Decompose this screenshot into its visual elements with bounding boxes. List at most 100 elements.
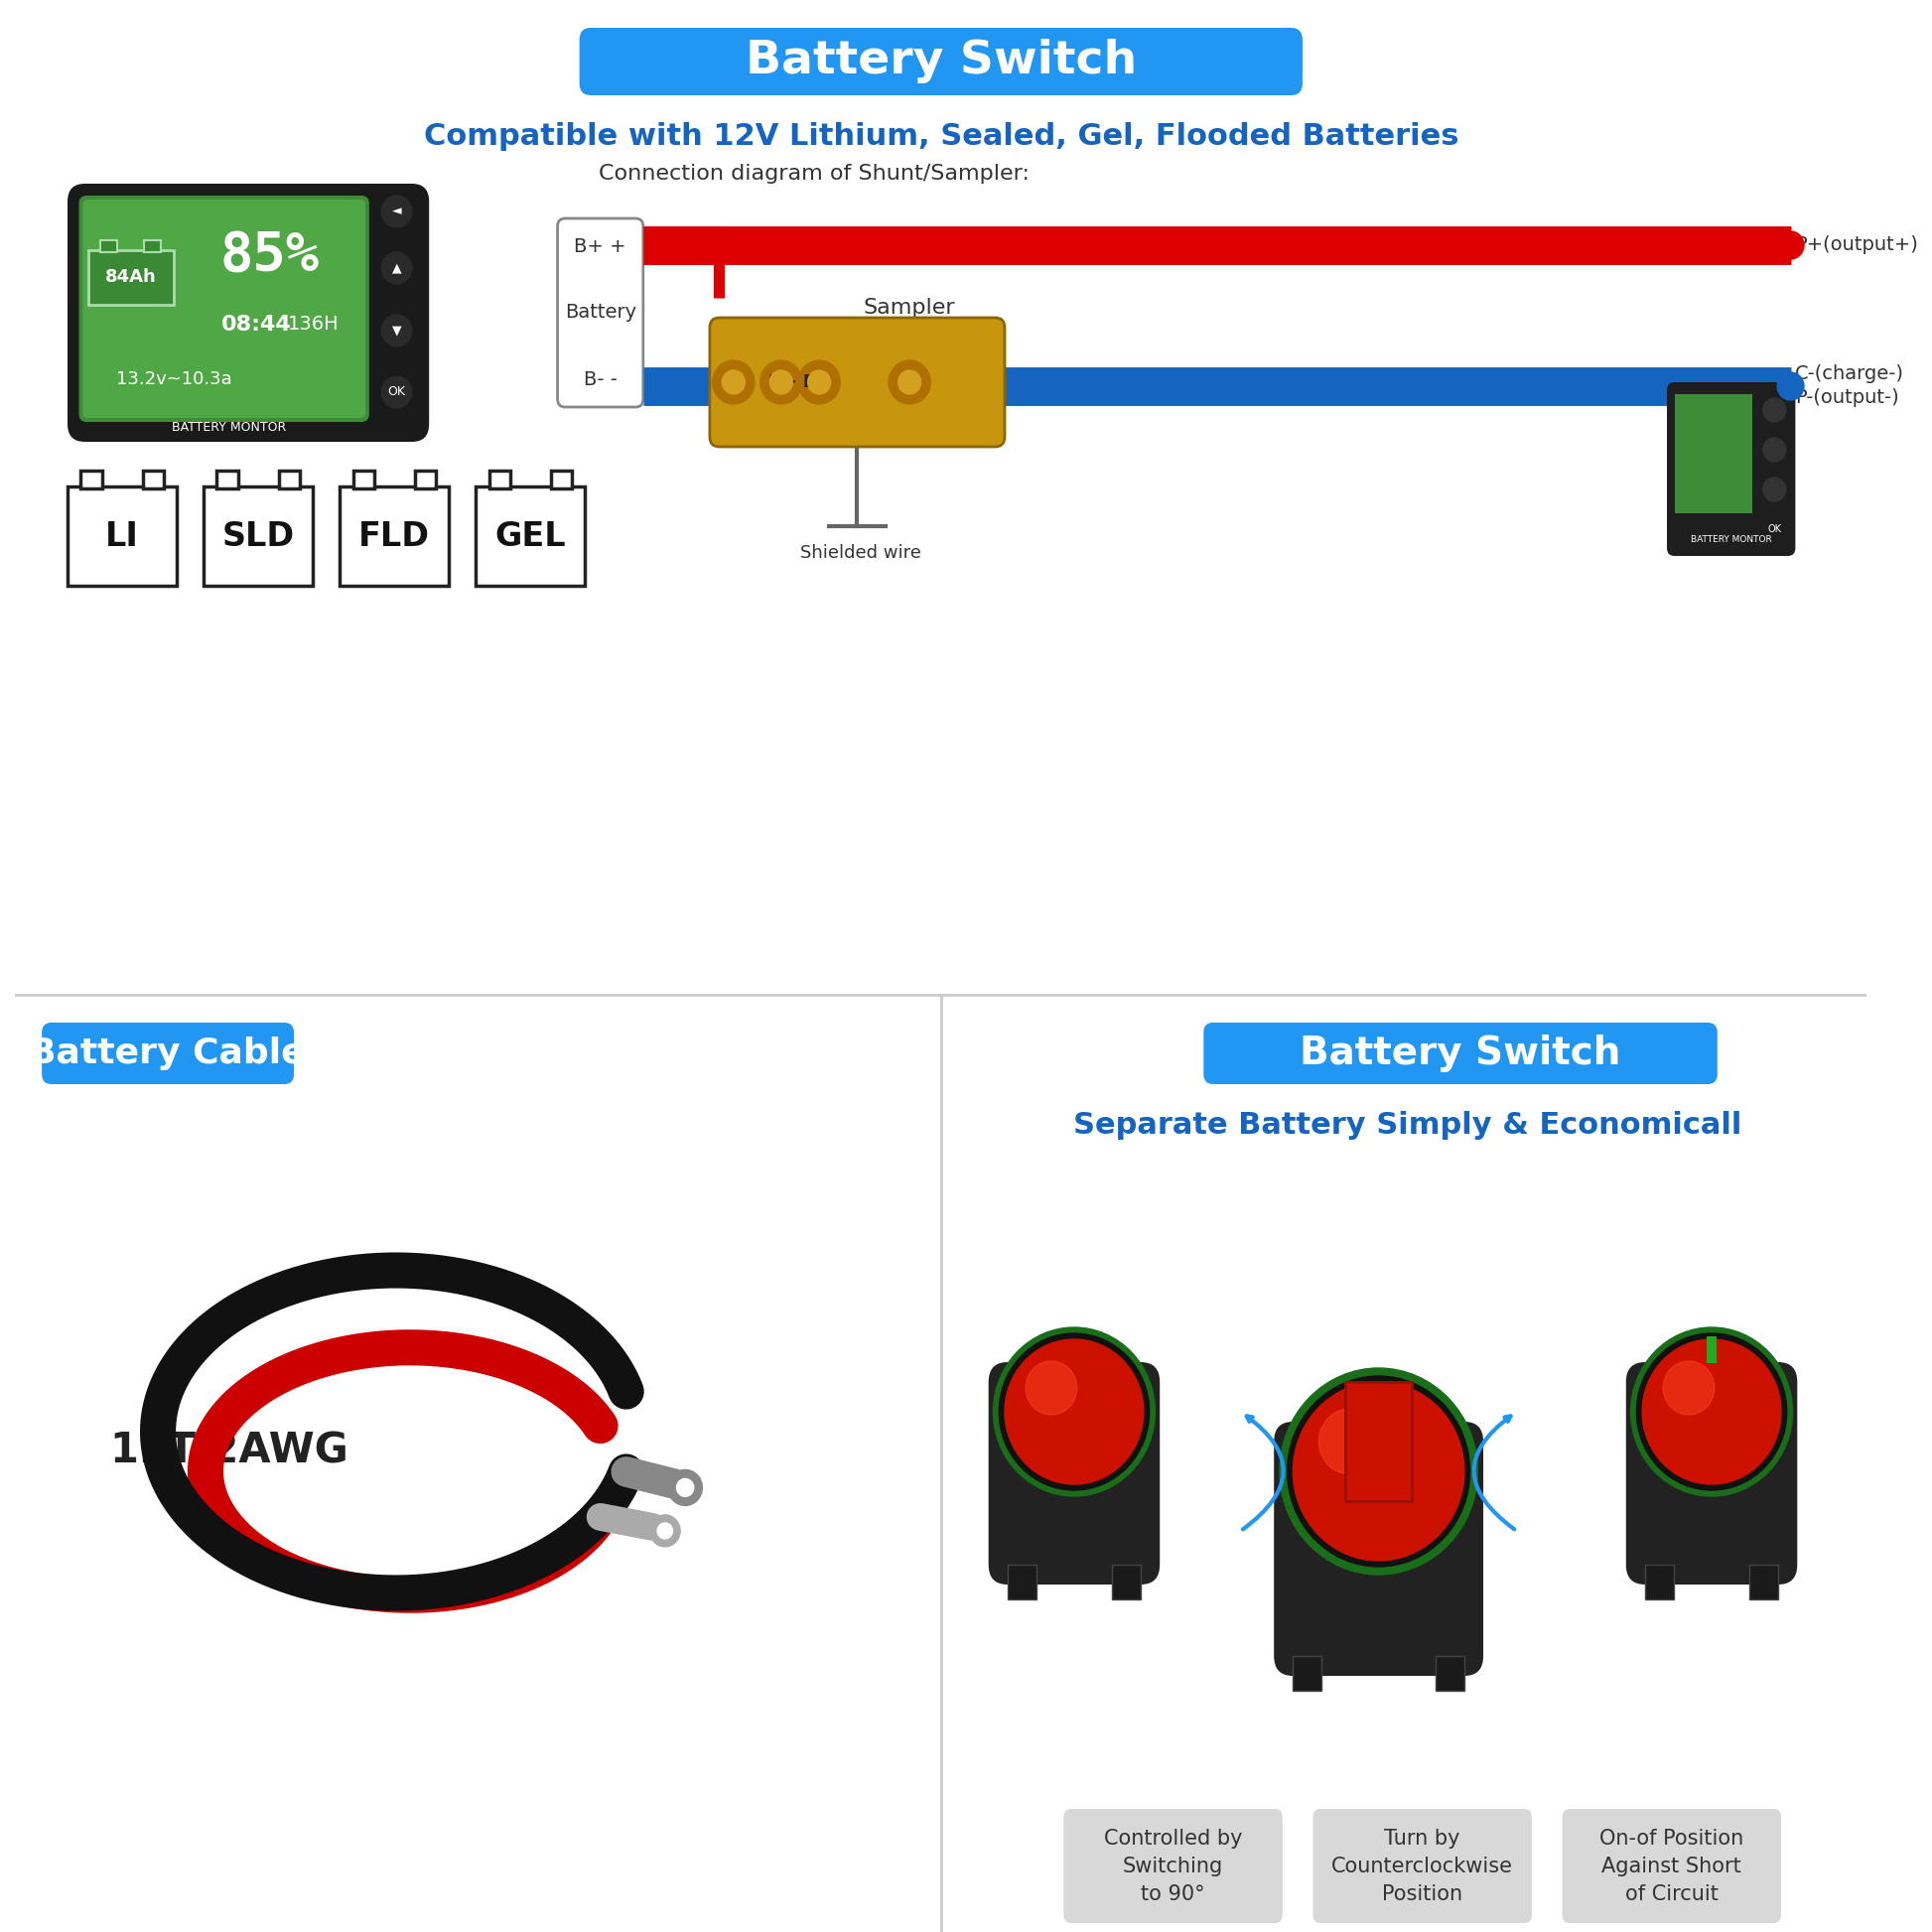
Circle shape [1777, 373, 1804, 400]
Circle shape [1293, 1381, 1464, 1561]
FancyBboxPatch shape [1667, 383, 1795, 556]
Circle shape [1764, 439, 1785, 462]
Text: 08:44: 08:44 [222, 315, 292, 334]
Bar [475, 487, 585, 585]
Circle shape [381, 377, 412, 408]
FancyBboxPatch shape [79, 195, 369, 421]
Circle shape [808, 371, 831, 394]
Bar [1435, 1656, 1464, 1690]
Text: B- -: B- - [583, 369, 616, 388]
Text: OK: OK [388, 386, 406, 398]
Bar [100, 240, 118, 253]
FancyBboxPatch shape [709, 317, 1005, 446]
Text: 84Ah: 84Ah [106, 269, 156, 286]
Text: FLD: FLD [359, 520, 431, 553]
Circle shape [1287, 1376, 1470, 1567]
Circle shape [1320, 1408, 1381, 1474]
Bar [551, 471, 572, 489]
FancyBboxPatch shape [1273, 1422, 1484, 1675]
Text: Battery Cable: Battery Cable [29, 1036, 305, 1070]
Bar [1644, 1565, 1673, 1600]
Bar [143, 240, 160, 253]
Circle shape [798, 361, 840, 404]
Bar [1009, 1565, 1036, 1600]
Circle shape [769, 371, 792, 394]
FancyBboxPatch shape [989, 1362, 1159, 1584]
Circle shape [649, 1515, 680, 1548]
Text: B+ B+: B+ B+ [769, 373, 831, 390]
Bar [203, 487, 313, 585]
FancyBboxPatch shape [558, 218, 643, 408]
Text: BATTERY MONTOR: BATTERY MONTOR [172, 421, 286, 435]
Text: ◄: ◄ [392, 205, 402, 218]
Bar [68, 487, 178, 585]
Circle shape [1631, 1327, 1793, 1495]
Bar [1750, 1565, 1777, 1600]
Text: Compatible with 12V Lithium, Sealed, Gel, Flooded Batteries: Compatible with 12V Lithium, Sealed, Gel… [423, 122, 1459, 151]
Circle shape [668, 1470, 703, 1505]
Text: BATTERY MONTOR: BATTERY MONTOR [1690, 535, 1772, 545]
Text: Sampler: Sampler [864, 298, 956, 317]
FancyBboxPatch shape [68, 184, 429, 442]
Bar [143, 471, 164, 489]
Circle shape [993, 1327, 1155, 1495]
Circle shape [889, 361, 931, 404]
Text: Connection diagram of Shunt/Sampler:: Connection diagram of Shunt/Sampler: [599, 164, 1030, 184]
Bar [489, 471, 510, 489]
Circle shape [657, 1522, 672, 1538]
Bar [89, 249, 174, 305]
Text: 136H: 136H [288, 315, 340, 334]
Bar [1113, 1565, 1140, 1600]
FancyBboxPatch shape [1314, 1808, 1532, 1922]
Text: Battery: Battery [564, 303, 636, 323]
Circle shape [723, 371, 746, 394]
Text: GEL: GEL [495, 520, 566, 553]
FancyBboxPatch shape [83, 199, 365, 417]
Circle shape [381, 315, 412, 346]
Text: SLD: SLD [222, 520, 294, 553]
Bar [81, 471, 102, 489]
Bar [216, 471, 238, 489]
Text: Shielded wire: Shielded wire [800, 545, 922, 562]
Bar [1345, 1381, 1412, 1501]
FancyBboxPatch shape [43, 1022, 294, 1084]
Text: On-of Position
Against Short
of Circuit: On-of Position Against Short of Circuit [1600, 1828, 1745, 1903]
Circle shape [1005, 1339, 1144, 1484]
Circle shape [759, 361, 802, 404]
Text: Controlled by
Switching
to 90°: Controlled by Switching to 90° [1103, 1828, 1242, 1903]
Bar [1706, 1337, 1716, 1364]
Text: Battery Switch: Battery Switch [746, 39, 1136, 83]
Text: 1FT 2AWG: 1FT 2AWG [110, 1430, 348, 1472]
Circle shape [676, 1478, 694, 1497]
Text: B+ +: B+ + [574, 238, 626, 255]
Text: OK: OK [1768, 524, 1781, 533]
FancyBboxPatch shape [580, 27, 1302, 95]
Bar [1293, 1656, 1321, 1690]
Circle shape [381, 195, 412, 228]
Text: ▲: ▲ [392, 261, 402, 274]
Circle shape [1636, 1333, 1787, 1490]
Text: P-(output-): P-(output-) [1795, 388, 1899, 408]
Text: ▼: ▼ [392, 325, 402, 336]
Circle shape [999, 1333, 1150, 1490]
FancyBboxPatch shape [1065, 1808, 1283, 1922]
FancyBboxPatch shape [1627, 1362, 1797, 1584]
Text: LI: LI [106, 520, 139, 553]
Circle shape [1764, 477, 1785, 502]
Bar [354, 471, 375, 489]
Circle shape [381, 253, 412, 284]
FancyBboxPatch shape [1563, 1808, 1781, 1922]
Text: C-(charge-): C-(charge-) [1795, 365, 1905, 384]
Text: P-: P- [900, 373, 920, 390]
Text: 85%: 85% [220, 228, 319, 282]
Circle shape [1642, 1339, 1781, 1484]
Circle shape [1279, 1368, 1478, 1575]
Text: Turn by
Counterclockwise
Position: Turn by Counterclockwise Position [1331, 1828, 1513, 1903]
Circle shape [713, 361, 755, 404]
Circle shape [1764, 398, 1785, 421]
FancyBboxPatch shape [1204, 1022, 1718, 1084]
Text: B-: B- [723, 373, 744, 390]
Bar [278, 471, 299, 489]
Circle shape [1026, 1362, 1076, 1414]
Text: Separate Battery Simply & Economicall: Separate Battery Simply & Economicall [1072, 1111, 1741, 1140]
